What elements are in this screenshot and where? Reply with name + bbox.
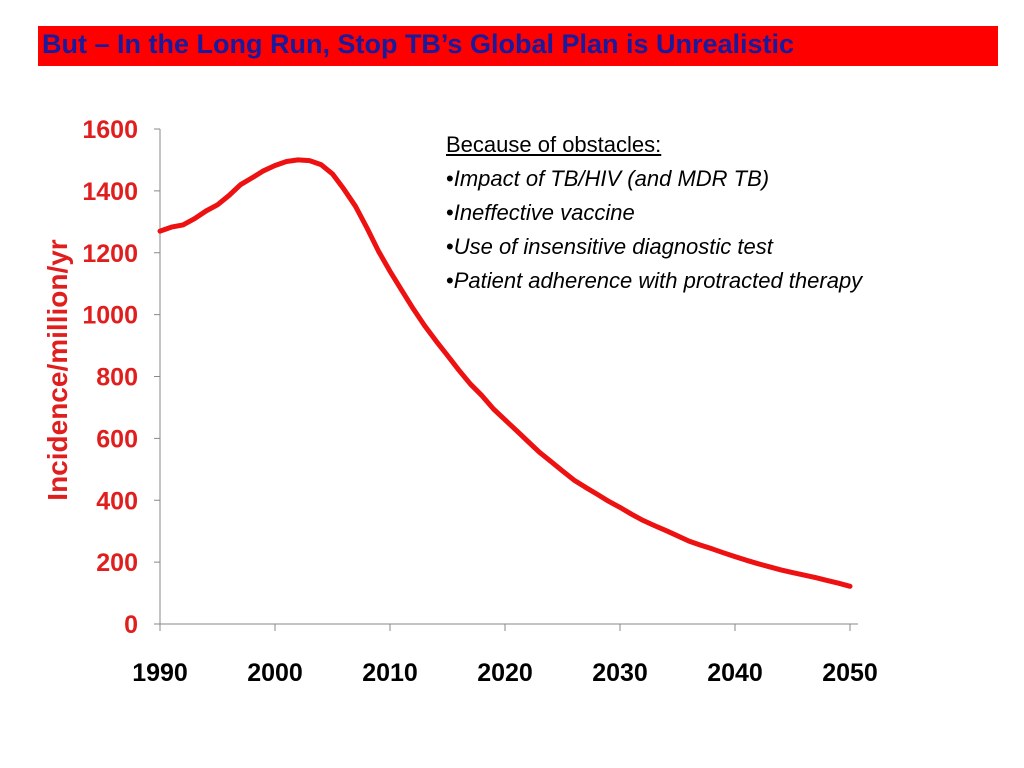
bullet-glyph: • — [446, 268, 454, 293]
x-tick-label: 2040 — [707, 659, 763, 687]
x-tick-label: 1990 — [132, 659, 188, 687]
obstacles-annotation: Because of obstacles: •Impact of TB/HIV … — [446, 128, 862, 298]
title-bar: But – In the Long Run, Stop TB’s Global … — [38, 26, 998, 66]
slide-title: But – In the Long Run, Stop TB’s Global … — [42, 29, 795, 59]
y-tick-label: 600 — [96, 425, 138, 453]
series-line — [157, 157, 853, 589]
x-tick-label: 2050 — [822, 659, 878, 687]
y-tick-label: 1000 — [82, 302, 138, 330]
annotation-heading: Because of obstacles: — [446, 132, 662, 157]
bullet-glyph: • — [446, 166, 454, 191]
x-tick-label: 2030 — [592, 659, 648, 687]
annotation-item-text: Use of insensitive diagnostic test — [453, 234, 773, 259]
y-tick-label: 1400 — [82, 178, 138, 206]
chart-series — [157, 157, 853, 589]
annotation-item: •Use of insensitive diagnostic test — [446, 230, 862, 264]
y-tick-label: 400 — [96, 487, 138, 515]
annotation-item: •Impact of TB/HIV (and MDR TB) — [446, 162, 862, 196]
y-tick-label: 200 — [96, 549, 138, 577]
x-tick-label: 2010 — [362, 659, 418, 687]
chart-ticks: 0 200 400 600 800 1000 1200 1400 1600 1990 2000 201… — [82, 116, 877, 687]
annotation-item-text: Patient adherence with protracted therap… — [453, 268, 863, 293]
y-tick-label: 1600 — [82, 116, 138, 144]
y-tick-label: 1200 — [82, 240, 138, 268]
annotation-item-text: Ineffective vaccine — [453, 200, 635, 225]
annotation-item-text: Impact of TB/HIV (and MDR TB) — [453, 166, 770, 191]
bullet-glyph: • — [446, 200, 454, 225]
x-tick-label: 2020 — [477, 659, 533, 687]
y-tick-label: 0 — [124, 611, 138, 639]
x-tick-label: 2000 — [247, 659, 303, 687]
annotation-item: •Ineffective vaccine — [446, 196, 862, 230]
y-axis-label: Incidence/million/yr — [42, 239, 73, 501]
annotation-item: •Patient adherence with protracted thera… — [446, 264, 862, 298]
y-tick-label: 800 — [96, 364, 138, 392]
bullet-glyph: • — [446, 234, 454, 259]
